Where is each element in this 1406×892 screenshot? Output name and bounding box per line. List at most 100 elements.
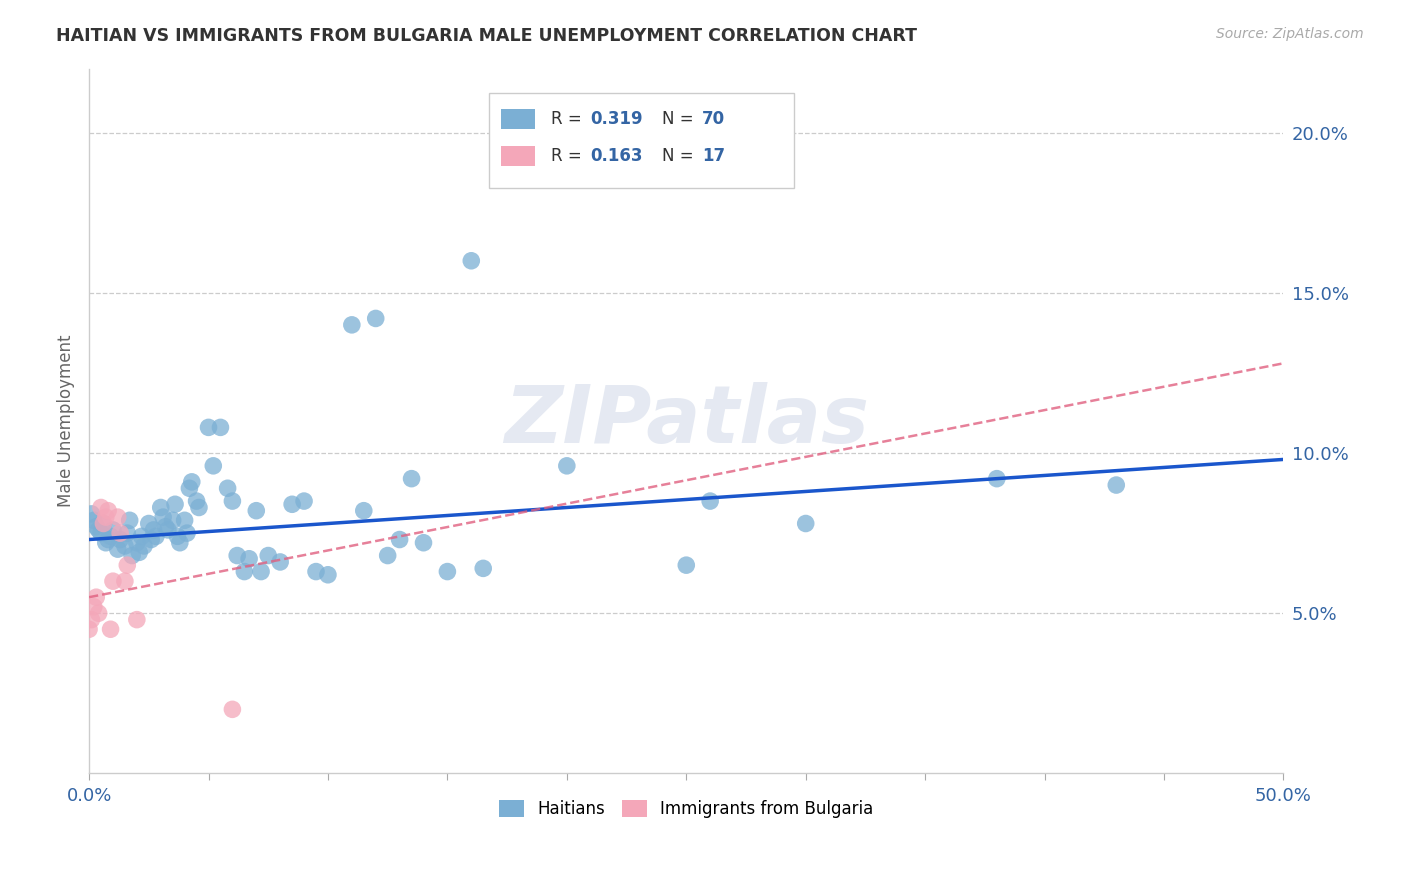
Point <box>675 558 697 573</box>
Point <box>155 519 177 533</box>
Point <box>305 565 328 579</box>
Point <box>97 504 120 518</box>
Point <box>80 613 103 627</box>
Point <box>132 539 155 553</box>
Point <box>412 535 434 549</box>
Point <box>250 565 273 579</box>
Point <box>176 526 198 541</box>
Text: N =: N = <box>662 111 699 128</box>
Point <box>179 481 201 495</box>
Text: 70: 70 <box>702 111 725 128</box>
Point <box>555 458 578 473</box>
Point <box>202 458 225 473</box>
Legend: Haitians, Immigrants from Bulgaria: Haitians, Immigrants from Bulgaria <box>492 794 880 825</box>
Point <box>141 533 163 547</box>
Point <box>186 494 208 508</box>
Point <box>145 529 167 543</box>
Point <box>699 494 721 508</box>
Point <box>152 510 174 524</box>
Point <box>90 526 112 541</box>
Point <box>238 551 260 566</box>
Point <box>138 516 160 531</box>
Point <box>173 513 195 527</box>
Point <box>472 561 495 575</box>
Y-axis label: Male Unemployment: Male Unemployment <box>58 334 75 508</box>
Point <box>986 472 1008 486</box>
Point <box>142 523 165 537</box>
Point <box>108 526 131 541</box>
Point <box>209 420 232 434</box>
Point <box>377 549 399 563</box>
Text: R =: R = <box>551 111 588 128</box>
Point <box>101 574 124 589</box>
Point <box>364 311 387 326</box>
Point <box>188 500 211 515</box>
Point <box>84 519 107 533</box>
FancyBboxPatch shape <box>489 93 794 188</box>
Point <box>121 549 143 563</box>
Point <box>281 497 304 511</box>
Point <box>107 510 129 524</box>
Point <box>460 253 482 268</box>
Text: R =: R = <box>551 147 588 165</box>
Point <box>245 504 267 518</box>
Point <box>101 523 124 537</box>
Point <box>131 529 153 543</box>
Point <box>114 574 136 589</box>
Point <box>114 539 136 553</box>
Point <box>292 494 315 508</box>
Point <box>388 533 411 547</box>
Point <box>1105 478 1128 492</box>
Point <box>169 535 191 549</box>
Point <box>94 535 117 549</box>
Text: ZIPatlas: ZIPatlas <box>503 382 869 460</box>
Point <box>401 472 423 486</box>
Point <box>108 533 131 547</box>
Point <box>80 507 103 521</box>
Point <box>97 533 120 547</box>
Point <box>87 523 110 537</box>
Point <box>165 497 187 511</box>
Point <box>197 420 219 434</box>
Point <box>94 510 117 524</box>
Point <box>156 523 179 537</box>
Point <box>90 500 112 515</box>
Point <box>316 567 339 582</box>
Point <box>794 516 817 531</box>
Text: 0.163: 0.163 <box>591 147 643 165</box>
Point <box>436 565 458 579</box>
Point <box>83 599 105 614</box>
Point <box>166 529 188 543</box>
Point <box>149 500 172 515</box>
Point <box>100 622 122 636</box>
Point <box>93 516 115 531</box>
Text: N =: N = <box>662 147 699 165</box>
Point <box>117 558 139 573</box>
Point <box>340 318 363 332</box>
Point <box>118 513 141 527</box>
Point <box>257 549 280 563</box>
Text: 0.319: 0.319 <box>591 111 644 128</box>
Point <box>221 494 243 508</box>
Point <box>226 549 249 563</box>
Point <box>125 535 148 549</box>
Text: 17: 17 <box>702 147 725 165</box>
Point <box>87 606 110 620</box>
FancyBboxPatch shape <box>501 110 534 129</box>
Point <box>217 481 239 495</box>
Point <box>128 545 150 559</box>
Point <box>93 516 115 531</box>
Point <box>117 526 139 541</box>
Point <box>269 555 291 569</box>
Point <box>107 542 129 557</box>
Point <box>84 591 107 605</box>
Point <box>353 504 375 518</box>
Point <box>77 622 100 636</box>
Point <box>233 565 256 579</box>
Point <box>83 513 105 527</box>
Point <box>100 529 122 543</box>
Text: Source: ZipAtlas.com: Source: ZipAtlas.com <box>1216 27 1364 41</box>
Point <box>125 613 148 627</box>
Point <box>180 475 202 489</box>
Point <box>162 513 184 527</box>
